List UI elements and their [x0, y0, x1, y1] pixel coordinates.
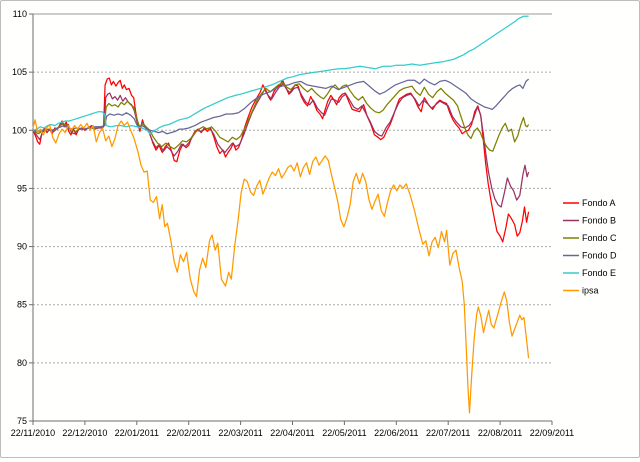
- x-axis-label: 22/11/2010: [11, 428, 55, 438]
- x-axis-label: 22/06/2011: [374, 428, 418, 438]
- legend-label-fondo-b: Fondo B: [582, 216, 616, 226]
- x-axis-label: 22/05/2011: [322, 428, 366, 438]
- legend-label-ipsa: ipsa: [582, 286, 599, 296]
- x-axis-label: 22/08/2011: [478, 428, 522, 438]
- y-axis-label: 85: [17, 300, 27, 310]
- y-axis-label: 75: [17, 416, 27, 426]
- series-line-fondo-a: [32, 77, 530, 243]
- x-axis-label: 22/04/2011: [270, 428, 314, 438]
- legend-label-fondo-e: Fondo E: [582, 268, 616, 278]
- series-line-fondo-c: [32, 81, 530, 152]
- x-axis-label: 22/12/2010: [62, 428, 107, 438]
- x-axis-label: 22/03/2011: [218, 428, 262, 438]
- y-axis-label: 90: [17, 242, 27, 252]
- series-line-fondo-b: [32, 83, 530, 208]
- y-axis-label: 95: [17, 183, 27, 193]
- x-axis-label: 22/01/2011: [115, 428, 159, 438]
- y-axis-label: 80: [17, 358, 27, 368]
- y-axis-label: 100: [12, 125, 27, 135]
- legend-label-fondo-d: Fondo D: [582, 251, 617, 261]
- legend-label-fondo-c: Fondo C: [582, 233, 617, 243]
- y-axis-label: 105: [12, 67, 27, 77]
- x-axis-label: 22/09/2011: [530, 428, 574, 438]
- series-line-ipsa: [32, 119, 530, 414]
- series-line-fondo-d: [32, 78, 530, 135]
- series-line-fondo-e: [32, 15, 529, 135]
- x-axis-label: 22/07/2011: [426, 428, 470, 438]
- y-axis-label: 110: [13, 9, 27, 19]
- x-axis-label: 22/02/2011: [167, 428, 211, 438]
- legend-label-fondo-a: Fondo A: [582, 198, 616, 208]
